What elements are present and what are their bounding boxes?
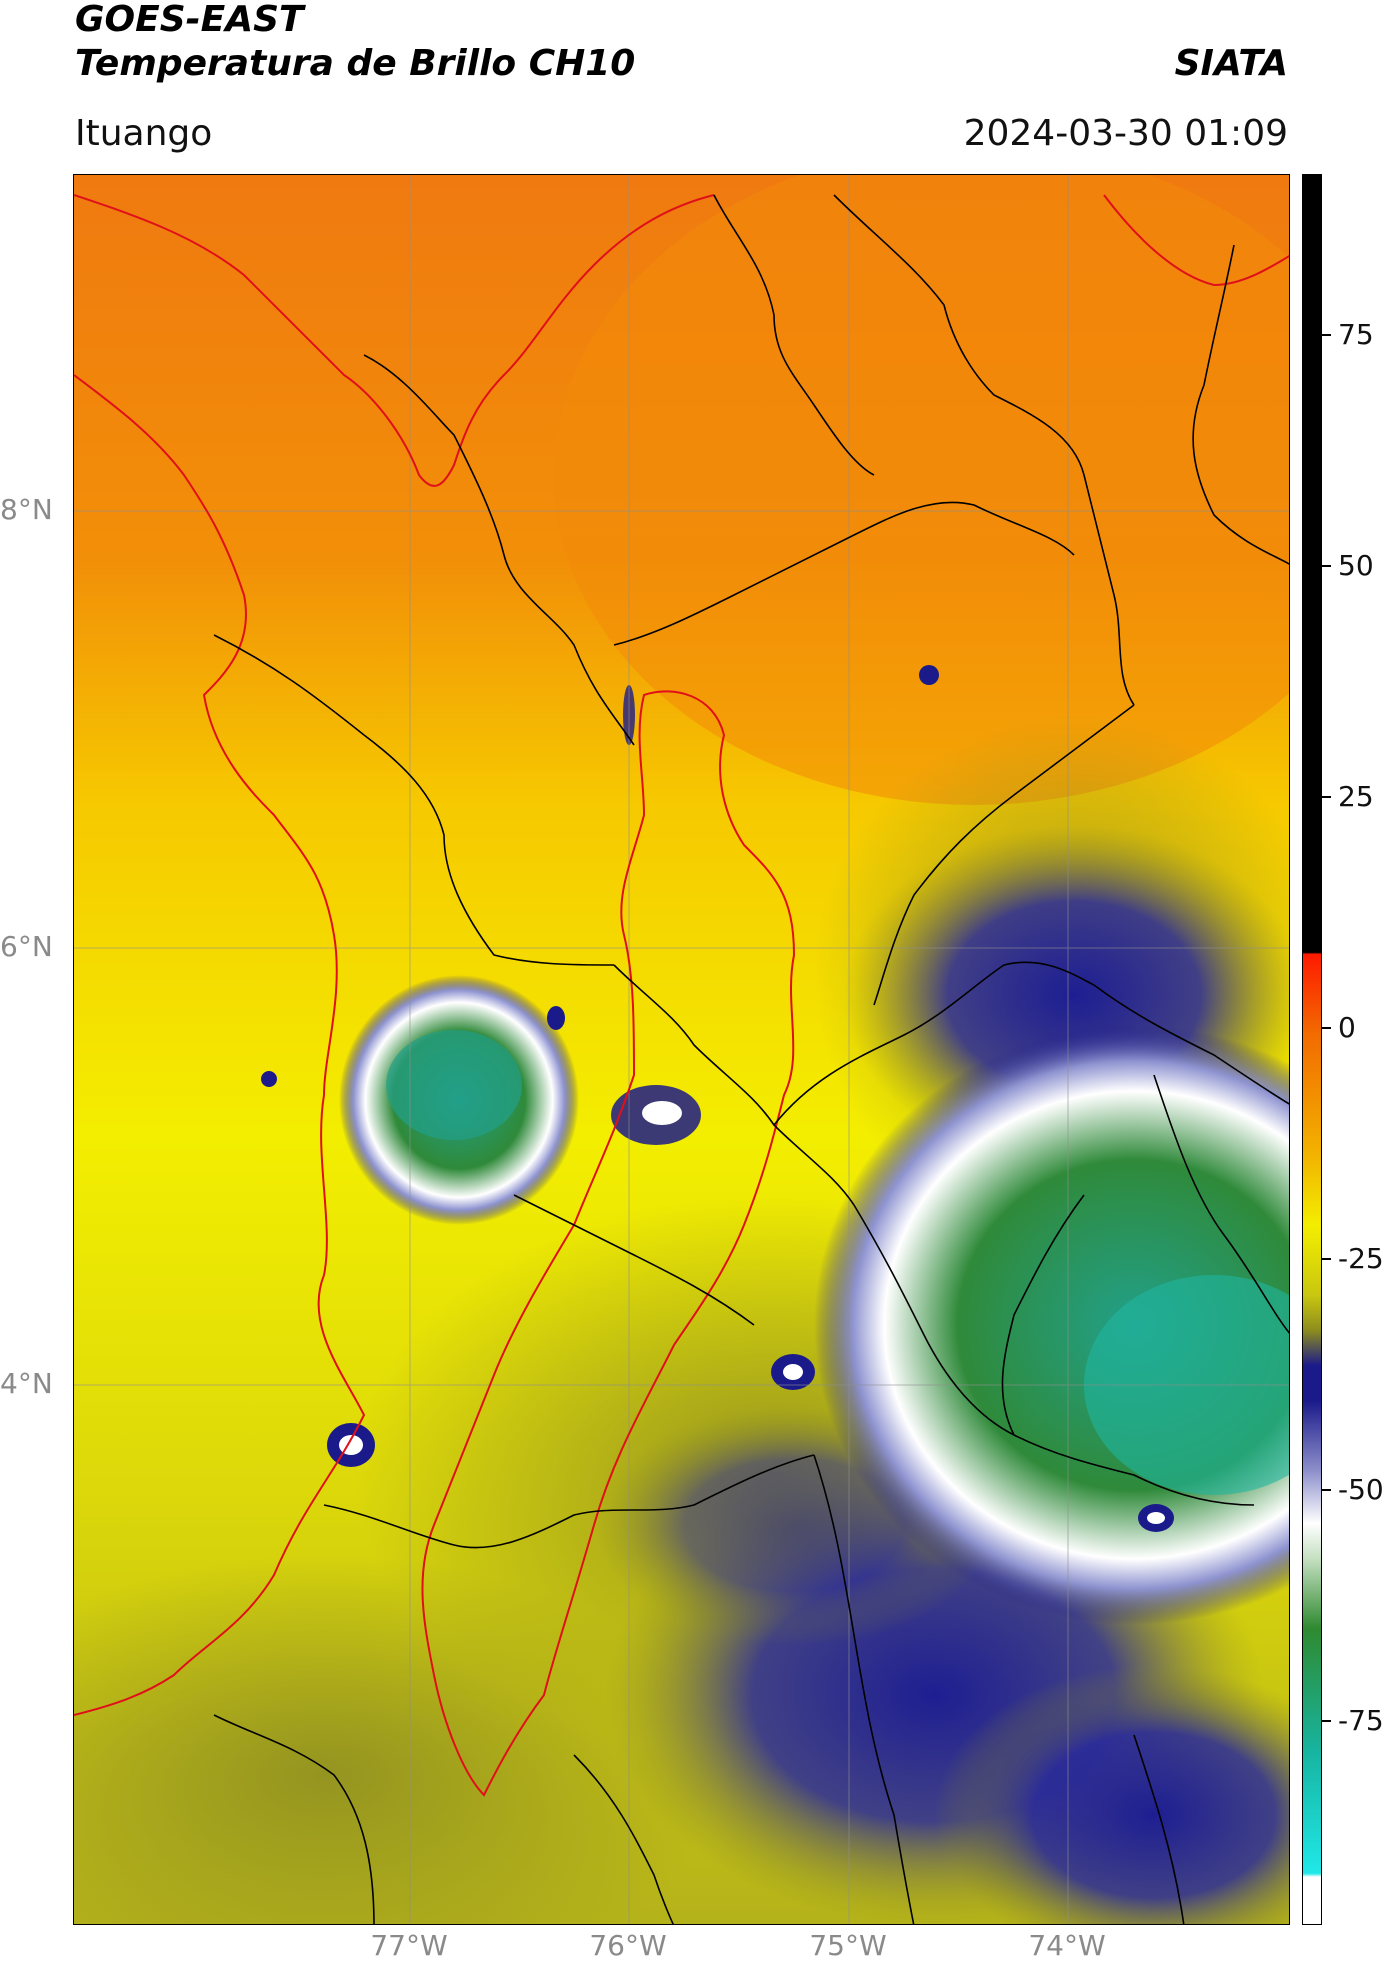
satellite-map[interactable] (73, 174, 1290, 1925)
datetime-label: 2024-03-30 01:09 (963, 113, 1288, 154)
map-svg (74, 175, 1289, 1924)
lat-label-8n: 8°N (0, 493, 53, 526)
lon-label-75w: 75°W (809, 1929, 887, 1962)
product-title: Temperatura de Brillo CH10 (75, 43, 636, 84)
colorbar-tick (1322, 334, 1331, 336)
colorbar-tick (1322, 1489, 1331, 1491)
colorbar-label-50: 50 (1338, 549, 1374, 582)
colorbar-label-0: 0 (1338, 1011, 1356, 1044)
colorbar-label-75: 75 (1338, 318, 1374, 351)
colorbar-tick (1322, 1027, 1331, 1029)
colorbar-label-minus25: -25 (1338, 1242, 1384, 1275)
lat-label-4n: 4°N (0, 1367, 53, 1400)
location-label: Ituango (75, 113, 213, 154)
brand-label: SIATA (1174, 43, 1288, 84)
lon-label-76w: 76°W (589, 1929, 667, 1962)
colorbar-tick (1322, 565, 1331, 567)
colorbar-label-25: 25 (1338, 780, 1374, 813)
colorbar-gradient (1303, 175, 1321, 1924)
colorbar-tick (1322, 796, 1331, 798)
colorbar-label-minus75: -75 (1338, 1704, 1384, 1737)
lat-label-6n: 6°N (0, 930, 53, 963)
lon-label-77w: 77°W (370, 1929, 448, 1962)
colorbar-tick (1322, 1720, 1331, 1722)
satellite-title: GOES-EAST (75, 0, 304, 40)
colorbar-tick (1322, 1258, 1331, 1260)
lon-label-74w: 74°W (1028, 1929, 1106, 1962)
colorbar (1302, 174, 1322, 1925)
colorbar-label-minus50: -50 (1338, 1473, 1384, 1506)
